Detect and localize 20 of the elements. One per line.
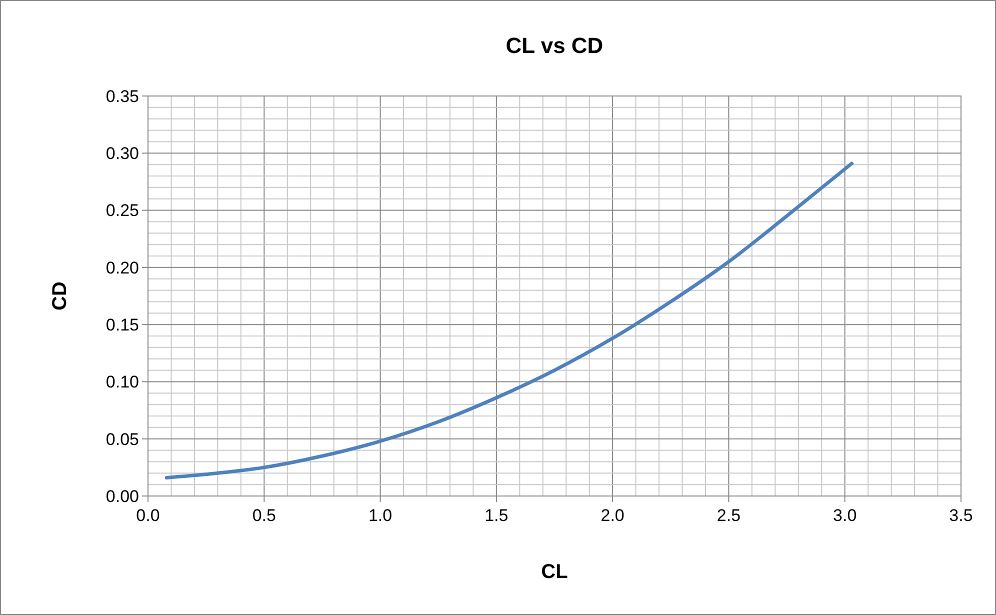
x-tick-label: 0.5: [252, 506, 276, 525]
line-series: [164, 162, 854, 480]
chart-title: CL vs CD: [506, 33, 604, 58]
x-tick-label: 0.0: [136, 506, 160, 525]
x-axis-title: CL: [541, 561, 568, 583]
y-tick-label: 0.30: [106, 144, 139, 164]
x-tick-label: 3.5: [949, 506, 973, 525]
x-tick-label: 3.0: [833, 506, 857, 525]
x-tick-label: 2.0: [600, 506, 624, 525]
y-tick-label: 0.35: [106, 86, 139, 106]
x-tick-label: 1.5: [484, 506, 508, 525]
x-tick-label: 1.0: [368, 506, 392, 525]
y-tick-label: 0.15: [106, 316, 139, 335]
y-tick-label: 0.05: [106, 430, 139, 449]
y-tick-label: 0.00: [106, 486, 139, 506]
y-tick-label: 0.10: [106, 372, 139, 392]
y-axis-title: CD: [49, 282, 71, 310]
x-tick-label: 2.5: [716, 506, 741, 525]
y-tick-label: 0.25: [106, 201, 139, 220]
y-tick-label: 0.20: [106, 258, 139, 278]
